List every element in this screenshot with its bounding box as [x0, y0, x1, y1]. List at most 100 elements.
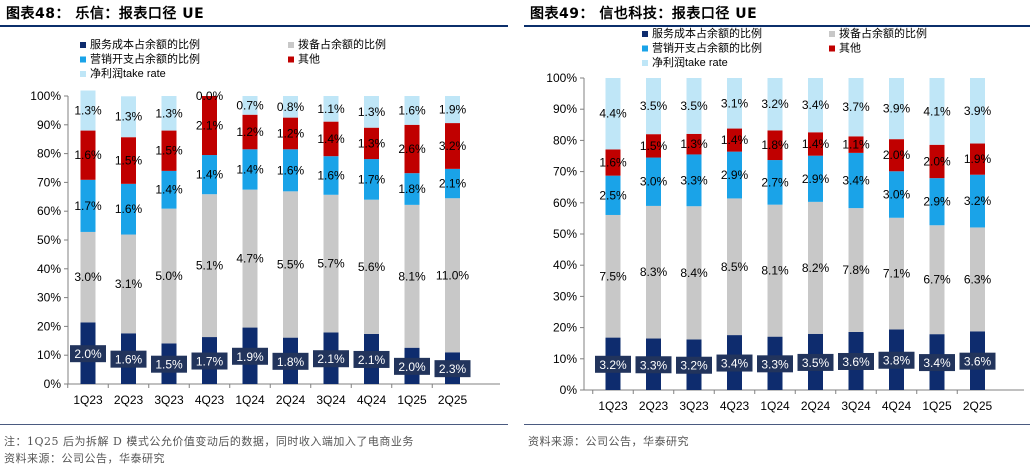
- data-label: 1.8%: [398, 182, 426, 196]
- data-label-bg: [70, 345, 106, 363]
- legend-swatch: [829, 45, 835, 52]
- x-tick-label: 2Q25: [438, 393, 468, 407]
- chart-title: 图表48： 乐信：报表口径 UE: [6, 6, 205, 22]
- data-label: 1.3%: [358, 136, 386, 150]
- data-label: 1.5%: [155, 144, 183, 158]
- bar-segment: [970, 174, 985, 228]
- bar-segment: [808, 132, 823, 156]
- legend-swatch: [642, 60, 648, 66]
- y-tick-label: 40%: [37, 262, 61, 276]
- x-tick-label: 4Q23: [195, 393, 225, 407]
- legend-item: 其他: [829, 42, 861, 55]
- data-label: 3.0%: [883, 188, 911, 202]
- x-tick-label: 3Q23: [679, 399, 709, 413]
- bar-segment: [727, 151, 742, 199]
- bar-segment: [242, 189, 258, 328]
- legend-label: 营销开支占余额的比例: [652, 41, 762, 55]
- data-label: 3.2%: [680, 359, 708, 373]
- data-label: 1.3%: [358, 105, 386, 119]
- data-label-bg: [434, 360, 471, 378]
- bar-segment: [889, 217, 904, 330]
- y-tick-label: 70%: [37, 175, 61, 189]
- data-label: 2.0%: [883, 148, 911, 162]
- bar-segment: [889, 171, 904, 218]
- x-tick-label: 1Q25: [397, 393, 427, 407]
- data-label: 1.1%: [317, 102, 345, 116]
- legend-swatch: [288, 56, 294, 63]
- legend-label: 服务成本占余额的比例: [652, 26, 762, 40]
- legend-item: 净利润take rate: [642, 55, 728, 69]
- legend-swatch: [80, 56, 86, 63]
- data-label: 2.6%: [398, 142, 426, 156]
- data-label: 3.3%: [680, 173, 708, 187]
- data-label: 1.8%: [277, 355, 305, 369]
- bar-segment: [404, 173, 420, 205]
- y-tick-label: 10%: [37, 348, 61, 362]
- legend-swatch: [80, 42, 86, 48]
- data-label: 3.4%: [842, 173, 870, 187]
- bar-segment: [970, 143, 985, 175]
- data-label: 1.9%: [964, 152, 992, 166]
- data-label: 3.0%: [640, 175, 668, 189]
- y-tick-label: 80%: [553, 133, 577, 147]
- y-tick-label: 60%: [37, 204, 61, 218]
- bar-segment: [767, 204, 783, 337]
- bar-segment: [121, 96, 136, 138]
- bar-segment: [727, 128, 742, 152]
- chart-panel-left: 图表48： 乐信：报表口径 UE 服务成本占余额的比例 拨备占余额的比例 营销开支占…: [0, 0, 508, 465]
- title-rule: [524, 25, 1030, 27]
- legend-label: 净利润take rate: [90, 66, 166, 80]
- data-label-bg: [394, 357, 430, 375]
- bar-segment: [445, 123, 460, 169]
- bar-segment: [970, 227, 985, 332]
- data-label: 1.8%: [761, 138, 789, 152]
- bar-segment: [202, 155, 217, 195]
- data-label: 8.3%: [640, 265, 668, 279]
- data-label-bg: [232, 347, 268, 365]
- data-label: 5.1%: [196, 259, 224, 273]
- bar-segment: [646, 78, 661, 135]
- data-label: 1.6%: [398, 103, 426, 117]
- data-label: 2.0%: [74, 347, 102, 361]
- x-tick-label: 2Q24: [276, 393, 306, 407]
- data-label: 0.8%: [277, 100, 305, 114]
- data-label: 1.6%: [115, 353, 143, 367]
- x-tick-label: 2Q24: [801, 399, 831, 413]
- bar-segment: [364, 127, 379, 160]
- legend-item: 拨备占余额的比例: [829, 26, 927, 40]
- x-tick-label: 4Q23: [720, 399, 750, 413]
- x-tick-label: 3Q24: [841, 399, 871, 413]
- bar-segment: [161, 208, 177, 344]
- data-label-bg: [151, 355, 187, 373]
- legend-swatch: [642, 31, 648, 37]
- data-label: 2.1%: [358, 353, 386, 367]
- bar-segment: [445, 96, 460, 124]
- data-label: 1.7%: [358, 172, 386, 186]
- bar-segment: [605, 78, 621, 150]
- bar-segment: [323, 121, 339, 157]
- x-tick-label: 3Q23: [154, 393, 184, 407]
- data-label: 3.3%: [640, 358, 668, 372]
- bar-segment: [727, 78, 742, 129]
- bottom-rule: [0, 424, 508, 425]
- y-tick-label: 90%: [37, 118, 61, 132]
- x-tick-label: 4Q24: [357, 393, 387, 407]
- y-tick-label: 0%: [44, 377, 62, 391]
- data-label-bg: [353, 350, 390, 368]
- bar-segment: [323, 96, 339, 122]
- data-label-bg: [838, 352, 874, 370]
- legend-item: 服务成本占余额的比例: [642, 26, 762, 40]
- bar-segment: [283, 149, 298, 192]
- data-label-bg: [919, 354, 955, 372]
- data-label: 3.3%: [761, 357, 789, 371]
- data-label: 2.3%: [439, 362, 467, 376]
- data-label: 1.6%: [74, 148, 102, 162]
- data-label: 3.4%: [802, 98, 830, 112]
- bar-segment: [161, 130, 177, 171]
- data-label: 3.2%: [599, 358, 627, 372]
- bar-segment: [121, 234, 136, 334]
- data-label: 2.0%: [398, 360, 426, 374]
- bar-segment: [323, 156, 339, 195]
- y-tick-label: 10%: [553, 352, 577, 366]
